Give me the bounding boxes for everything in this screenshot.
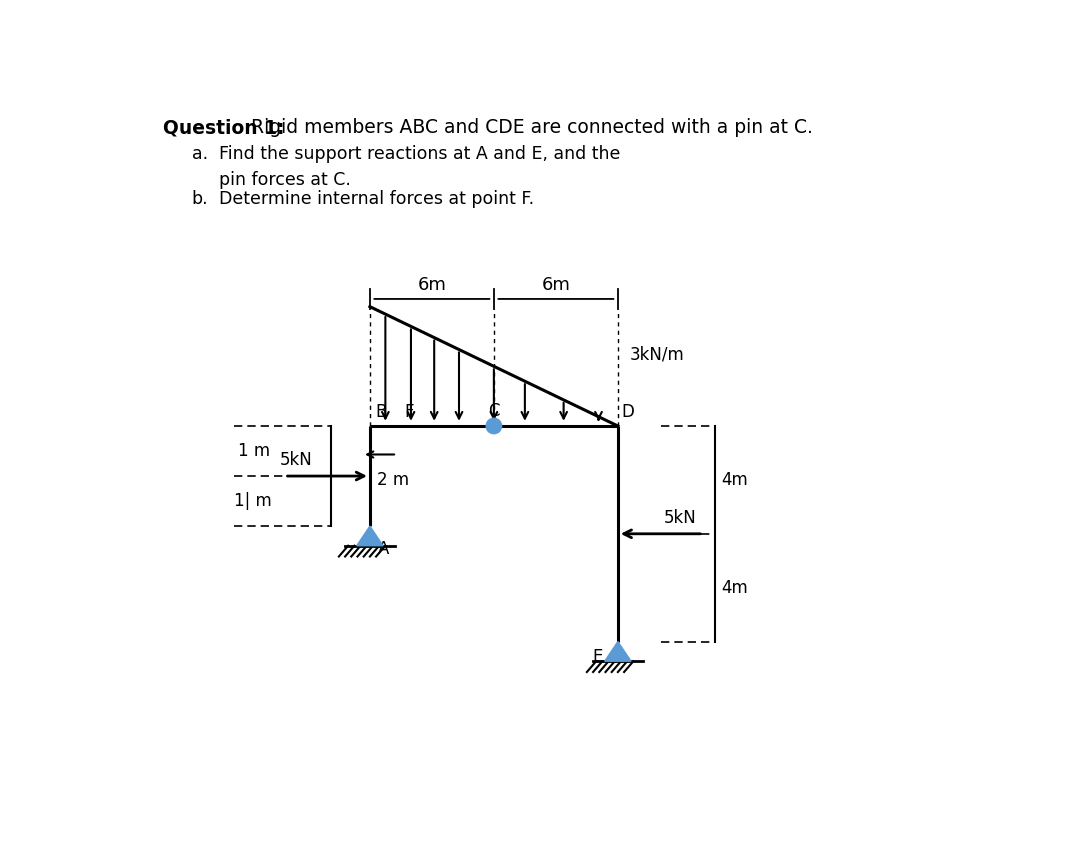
- Text: 6m: 6m: [541, 275, 570, 293]
- Polygon shape: [604, 641, 631, 661]
- Text: 4m: 4m: [721, 579, 748, 597]
- Text: Determine internal forces at point F.: Determine internal forces at point F.: [219, 190, 534, 208]
- Text: Rigid members ABC and CDE are connected with a pin at C.: Rigid members ABC and CDE are connected …: [245, 118, 813, 137]
- Polygon shape: [357, 526, 383, 545]
- Text: B: B: [375, 404, 387, 422]
- Text: Question 1:: Question 1:: [163, 118, 284, 137]
- Text: E: E: [592, 648, 602, 666]
- Text: Find the support reactions at A and E, and the
pin forces at C.: Find the support reactions at A and E, a…: [219, 145, 621, 189]
- Text: 1| m: 1| m: [234, 492, 272, 510]
- Text: 2 m: 2 m: [377, 471, 409, 489]
- Text: 5kN: 5kN: [663, 509, 696, 527]
- Text: 5kN: 5kN: [280, 451, 313, 469]
- Text: D: D: [622, 404, 634, 422]
- Text: a.: a.: [191, 145, 208, 163]
- Text: 3kN/m: 3kN/m: [629, 345, 685, 363]
- Text: C: C: [488, 402, 500, 420]
- Text: 4m: 4m: [721, 471, 748, 489]
- Text: A: A: [378, 540, 389, 557]
- Text: F: F: [405, 404, 414, 422]
- Text: b.: b.: [191, 190, 208, 208]
- Text: 1 m: 1 m: [238, 442, 270, 460]
- Text: 6m: 6m: [418, 275, 446, 293]
- Circle shape: [486, 418, 502, 433]
